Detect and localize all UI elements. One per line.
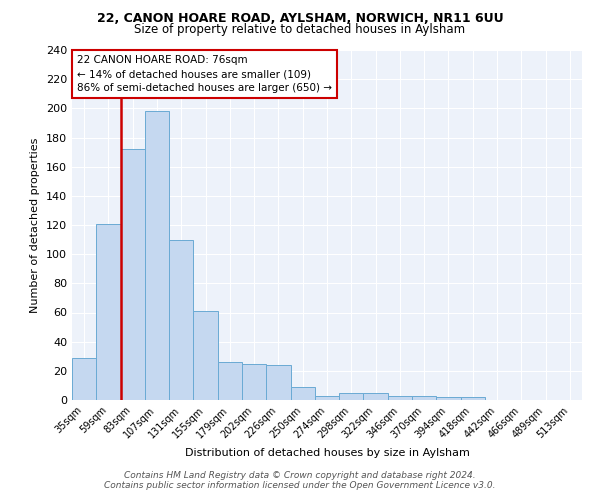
- Text: 22, CANON HOARE ROAD, AYLSHAM, NORWICH, NR11 6UU: 22, CANON HOARE ROAD, AYLSHAM, NORWICH, …: [97, 12, 503, 26]
- Bar: [412, 396, 436, 400]
- Text: Contains HM Land Registry data © Crown copyright and database right 2024.
Contai: Contains HM Land Registry data © Crown c…: [104, 470, 496, 490]
- Bar: [388, 396, 412, 400]
- Bar: [461, 397, 485, 400]
- Bar: [290, 387, 315, 400]
- Bar: [339, 392, 364, 400]
- Y-axis label: Number of detached properties: Number of detached properties: [31, 138, 40, 312]
- Text: Size of property relative to detached houses in Aylsham: Size of property relative to detached ho…: [134, 22, 466, 36]
- Bar: [121, 149, 145, 400]
- Bar: [315, 396, 339, 400]
- Bar: [364, 392, 388, 400]
- Text: 22 CANON HOARE ROAD: 76sqm
← 14% of detached houses are smaller (109)
86% of sem: 22 CANON HOARE ROAD: 76sqm ← 14% of deta…: [77, 56, 332, 94]
- Bar: [145, 112, 169, 400]
- Bar: [72, 358, 96, 400]
- Bar: [266, 365, 290, 400]
- Bar: [193, 311, 218, 400]
- Bar: [218, 362, 242, 400]
- Bar: [169, 240, 193, 400]
- Bar: [96, 224, 121, 400]
- X-axis label: Distribution of detached houses by size in Aylsham: Distribution of detached houses by size …: [185, 448, 469, 458]
- Bar: [242, 364, 266, 400]
- Bar: [436, 397, 461, 400]
